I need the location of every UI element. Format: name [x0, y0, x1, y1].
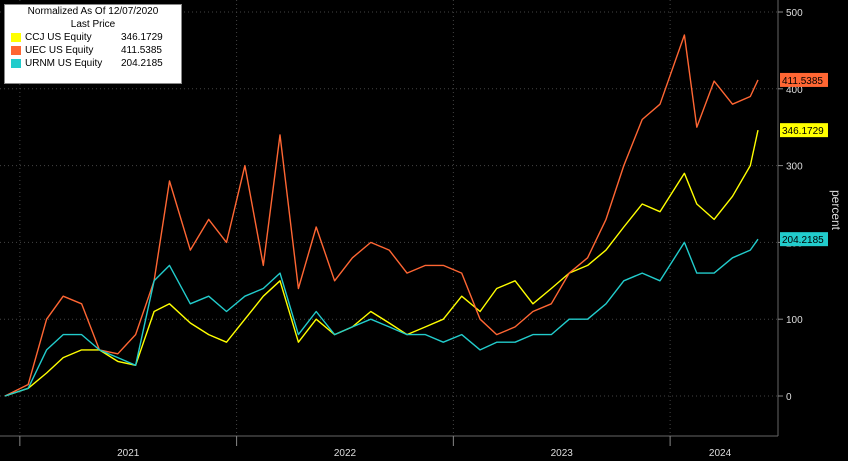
gridlines — [0, 0, 778, 436]
y-tick-label: 100 — [786, 315, 803, 326]
legend-swatch-uec — [11, 46, 21, 55]
legend: Normalized As Of 12/07/2020 Last Price C… — [4, 4, 182, 84]
series-lines — [4, 34, 759, 397]
legend-entry-uec: UEC US Equity 411.5385 — [5, 44, 181, 57]
x-tick-label-2023: 2023 — [551, 448, 574, 459]
legend-label-urnm: URNM US Equity — [25, 58, 103, 69]
last-price-tag-urnm — [780, 232, 828, 247]
x-tick-label-2021: 2021 — [117, 448, 140, 459]
legend-label-ccj: CCJ US Equity — [25, 32, 92, 43]
y-axis-label: percent — [829, 190, 843, 231]
last-price-tag-text-uec: 411.5385 — [782, 76, 823, 87]
y-tick-label: 400 — [786, 85, 803, 96]
legend-label-uec: UEC US Equity — [25, 45, 94, 56]
legend-swatch-urnm — [11, 59, 21, 68]
y-tick-label: 500 — [786, 8, 803, 19]
legend-header-last-price: Last Price — [70, 19, 116, 30]
last-price-tag-uec — [780, 72, 828, 87]
series-line-urnm — [4, 238, 759, 397]
last-price-tag-text-urnm: 204.2185 — [782, 235, 824, 246]
legend-header-normalized: Normalized As Of 12/07/2020 — [27, 6, 159, 17]
y-axis: 0100200300400500 — [778, 8, 803, 403]
legend-swatch-ccj — [11, 33, 21, 42]
series-line-uec — [4, 34, 759, 397]
last-price-tag-ccj — [780, 123, 828, 138]
last-price-tag-text-ccj: 346.1729 — [782, 126, 824, 137]
legend-value-uec: 411.5385 — [121, 45, 162, 56]
y-tick-label: 0 — [786, 392, 792, 403]
x-axis: 2021 2022 2023 2024 — [19, 436, 732, 459]
legend-value-ccj: 346.1729 — [121, 32, 163, 43]
x-tick-label-2024: 2024 — [709, 448, 732, 459]
legend-entry-urnm: URNM US Equity 204.2185 — [5, 57, 181, 70]
legend-value-urnm: 204.2185 — [121, 58, 163, 69]
y-tick-label: 300 — [786, 162, 803, 173]
last-price-tags: 346.1729 411.5385 204.2185 — [780, 72, 828, 247]
x-tick-label-2022: 2022 — [334, 448, 357, 459]
legend-entry-ccj: CCJ US Equity 346.1729 — [5, 31, 181, 44]
